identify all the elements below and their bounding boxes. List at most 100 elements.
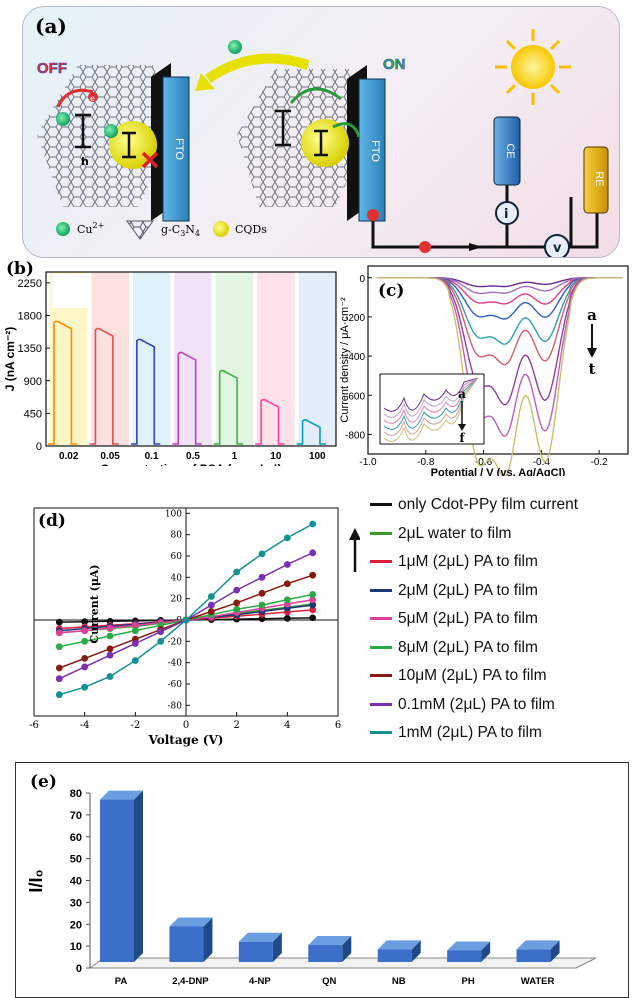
x-tick-label-b: 0.5 (186, 451, 200, 462)
legend-cqd-icon (213, 221, 229, 237)
iv-point-8 (81, 683, 89, 691)
bar-NB (377, 949, 412, 962)
legend-swatch (370, 503, 392, 507)
legend-swatch (370, 645, 392, 649)
chart-e-svg: 0 10 20 30 40 50 60 70 80 PA 2,4-DNP 4-NP QN NB PH WATE… (26, 772, 597, 987)
iv-point-0 (55, 618, 63, 626)
legend-label: 0.1mM (2μL) PA to film (398, 695, 555, 713)
re-label: RE (593, 171, 605, 186)
legend-swatch (370, 674, 392, 678)
iv-point-6 (106, 645, 114, 653)
legend-gcn-icon (126, 220, 154, 240)
y-tick-label-d: -20 (168, 637, 183, 647)
response-trace-0.5 (172, 351, 202, 445)
iv-point-0 (309, 614, 317, 622)
fto-electrode-on: FTO (347, 65, 386, 222)
band-0.1 (132, 272, 171, 446)
x-tick-label-d: -6 (29, 720, 39, 731)
x-tick-label-e: 4-NP (249, 976, 271, 987)
iv-point-6 (258, 589, 266, 597)
y-tick-label-d: 40 (171, 573, 183, 583)
iv-point-0 (283, 614, 291, 622)
voltmeter-icon (544, 234, 570, 257)
svg-text:FTO: FTO (173, 138, 185, 160)
y-tick-label-d: 20 (171, 595, 183, 605)
x-tick-label-b: 0.02 (59, 451, 79, 462)
panel-c-label: (c) (378, 281, 404, 301)
electron-path-on-2 (332, 122, 361, 138)
x-tick-label-c: -0.2 (590, 457, 608, 468)
band-0.05 (91, 272, 129, 446)
bar-side-2,4-DNP (203, 917, 213, 962)
x-tick-label-b: 100 (309, 451, 326, 462)
legend-gcn: g-C3N4 (161, 223, 200, 238)
inset-curve-2 (383, 377, 479, 424)
y-tick-label-e: 60 (70, 832, 82, 844)
x-tick-label-d: 0 (183, 720, 189, 731)
x-tick-label-e: PA (115, 976, 128, 987)
y-axis-label-c: Current density / μA·cm⁻² (339, 297, 351, 423)
legend-item: only Cdot-PPy film current (370, 496, 578, 514)
ce-label: CE (504, 143, 516, 158)
x-tick-label-d: 2 (233, 720, 239, 731)
y-tick-label-c: -400 (345, 352, 365, 363)
inset-arrow-label-bottom: f (459, 431, 465, 445)
x-tick-label-b: 1 (232, 451, 238, 462)
y-axis-label-b: J (nA cm⁻²) (3, 327, 17, 392)
chart-b-svg: 0 450 900 1350 1800 2250 0.02 0.05 0.1 0.5 1 10 100 C… (3, 259, 337, 466)
fto-electrode-off: FTO (151, 63, 190, 222)
legend-swatch (370, 702, 392, 706)
bar-top-NB (377, 940, 421, 950)
y-tick-label-b: 1800 (18, 311, 42, 323)
y-tick-label-b: 1350 (18, 343, 42, 355)
iv-point-8 (55, 691, 63, 699)
chart-d: -6 -4 -2 0 2 4 6 -80 -60 -40 -20 0 20 40 60 80 100 Voltag… (0, 494, 635, 756)
bar-WATER (516, 949, 551, 962)
iv-point-5 (309, 591, 317, 598)
inset-chart: af (379, 373, 485, 445)
increase-arrow-head (349, 528, 360, 540)
iv-point-6 (233, 599, 241, 607)
dpv-curve-8 (376, 277, 623, 476)
bar-side-PH (481, 941, 491, 962)
arrow-label-bottom: t (589, 360, 596, 378)
off-label: OFF (37, 60, 67, 77)
legend-label: 5μM (2μL) PA to film (398, 610, 538, 627)
iv-point-4 (106, 624, 114, 632)
iv-point-7 (81, 663, 89, 671)
response-trace-1 (213, 369, 244, 445)
band-1 (215, 272, 254, 446)
y-tick-label-e: 50 (70, 854, 82, 866)
legend-label: only Cdot-PPy film current (398, 496, 579, 513)
chart-c: 0 -200 -400 -600 -800 -1.0 -0.8 -0.6 -0.4 -0.2 a t a… (338, 258, 635, 476)
bar-top-PA (100, 790, 143, 800)
iv-point-5 (131, 627, 139, 635)
hole-label-off: h (81, 155, 89, 168)
iv-point-7 (258, 573, 266, 581)
x-tick-label-b: 0.1 (145, 451, 159, 462)
legend-label: 8μM (2μL) PA to film (398, 638, 538, 656)
chart-b: 0 450 900 1350 1800 2250 0.02 0.05 0.1 0.5 1 10 100 C… (0, 258, 345, 466)
counter-electrode (493, 116, 521, 186)
x-axis-label-d: Voltage (V) (148, 733, 224, 747)
bandgap-off-2 (122, 131, 136, 159)
x-tick-label-c: -0.6 (475, 457, 493, 468)
iv-point-7 (309, 549, 317, 557)
iv-point-7 (131, 640, 139, 647)
series-arrow-head (587, 348, 597, 358)
iv-point-4 (309, 596, 317, 604)
legend-label: 2μL water to film (398, 524, 512, 542)
cu-ion-off-1 (56, 112, 70, 126)
bar-2,4-DNP (169, 926, 204, 962)
x-tick-label-c: -0.4 (533, 457, 551, 468)
svg-text:FTO: FTO (369, 140, 381, 162)
x-tick-label-e: PH (462, 976, 475, 987)
electron-circuit-2 (419, 241, 431, 253)
iv-point-6 (55, 664, 63, 672)
iv-point-8 (233, 568, 241, 576)
y-tick-label-b: 900 (24, 376, 42, 388)
iv-point-8 (309, 520, 317, 528)
on-label: ON (383, 56, 406, 73)
iv-point-7 (106, 651, 114, 659)
iv-point-8 (182, 616, 190, 624)
